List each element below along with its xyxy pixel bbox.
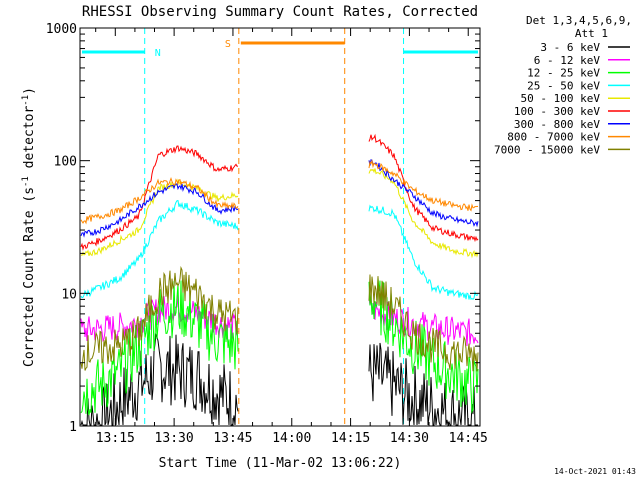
annotation-layer: NS [82, 28, 478, 426]
y-tick-label-0: 1 [69, 420, 77, 435]
legend-entry-7000-15000: 7000 - 15000 keV [494, 143, 630, 156]
series-300-800-line-before [80, 183, 239, 238]
y-tick-label-3: 1000 [46, 22, 77, 37]
footer-timestamp: 14-Oct-2021 01:43 [554, 467, 636, 476]
series-12-25-line-before [80, 280, 239, 416]
x-tick-label-1: 13:30 [155, 431, 194, 446]
x-tick-label-2: 13:45 [213, 431, 252, 446]
series-800-7000-line-after [368, 159, 479, 212]
series-7000-15000-line-before [80, 265, 239, 371]
legend-entry-100-300: 100 - 300 keV [514, 105, 630, 118]
legend-entry-25-50-label: 25 - 50 keV [527, 79, 600, 92]
x-tick-label-4: 14:15 [331, 431, 370, 446]
series-25-50-line-before [80, 200, 239, 299]
legend-entry-7000-15000-label: 7000 - 15000 keV [494, 143, 600, 156]
legend-entry-12-25: 12 - 25 keV [527, 67, 630, 80]
legend-entry-800-7000-label: 800 - 7000 keV [507, 131, 600, 144]
y-axis-label-sup-1: -1 [21, 176, 31, 187]
legend-entry-6-12: 6 - 12 keV [534, 54, 630, 67]
y-axis-label-mid: detector [22, 106, 37, 177]
series-800-7000-line-before [80, 176, 239, 225]
axis-layer: 1 10 100 1000 13:15 13:30 13:45 14:00 14:15 14:30… [46, 22, 488, 446]
plot-frame [79, 27, 481, 427]
series-50-100-line-before [80, 178, 239, 257]
legend-entry-6-12-label: 6 - 12 keV [534, 54, 601, 67]
series-25-50-line-after [368, 204, 479, 301]
legend-entry-50-100-label: 50 - 100 keV [521, 92, 601, 105]
x-axis-label: Start Time (11-Mar-02 13:06:22) [159, 456, 402, 471]
chart-title: RHESSI Observing Summary Count Rates, Co… [82, 4, 478, 20]
x-tick-label-0: 13:15 [96, 431, 135, 446]
legend-entry-300-800: 300 - 800 keV [514, 118, 630, 131]
x-tick-label-3: 14:00 [272, 431, 311, 446]
legend-entry-3-6-label: 3 - 6 keV [540, 41, 600, 54]
legend-entry-50-100: 50 - 100 keV [521, 92, 630, 105]
series-50-100-line-after [368, 168, 479, 259]
series-3-6-line-after [368, 342, 478, 427]
legend-entry-25-50: 25 - 50 keV [527, 79, 630, 92]
legend-entry-100-300-label: 100 - 300 keV [514, 105, 600, 118]
y-axis-label-sup-2: -1 [21, 95, 31, 106]
x-tick-label-5: 14:30 [390, 431, 429, 446]
series-layer [80, 133, 479, 427]
legend-entry-3-6: 3 - 6 keV [540, 41, 630, 54]
y-axis-label-end: ) [22, 87, 37, 95]
series-100-300-line-before [80, 145, 239, 251]
annotation-n-label: N [155, 48, 161, 59]
series-7000-15000-line-after [368, 274, 479, 372]
y-tick-label-1: 10 [61, 287, 77, 302]
annotation-s-label: S [225, 39, 231, 50]
series-100-300-line-after [368, 133, 479, 243]
legend-header-line-2: Att 1 [575, 27, 608, 40]
series-3-6-line-before [80, 333, 239, 426]
series-300-800-line-after [368, 159, 479, 228]
y-axis-label-base: Corrected Count Rate (s [22, 187, 37, 367]
x-tick-label-6: 14:45 [449, 431, 488, 446]
y-tick-label-2: 100 [54, 155, 77, 170]
legend-header-line-1: Det 1,3,4,5,6,9, [526, 14, 632, 27]
y-axis-label: Corrected Count Rate (s-1 detector-1) [21, 87, 37, 367]
legend-entry-300-800-label: 300 - 800 keV [514, 118, 600, 131]
legend-entry-800-7000: 800 - 7000 keV [507, 131, 630, 144]
legend-entry-12-25-label: 12 - 25 keV [527, 67, 600, 80]
